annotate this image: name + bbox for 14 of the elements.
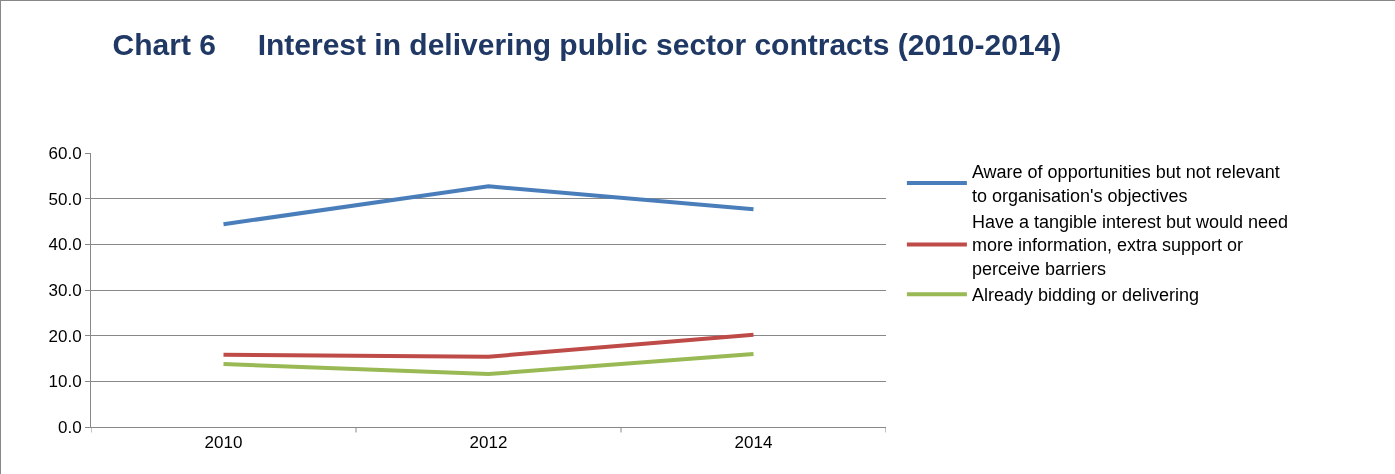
legend-label: Already bidding or delivering — [971, 285, 1200, 306]
y-tick-label: 0.0 — [57, 417, 82, 437]
y-tick-label: 20.0 — [48, 326, 82, 346]
y-tick-label: 40.0 — [48, 235, 82, 255]
y-tick-label: 50.0 — [48, 189, 82, 209]
x-tick-label: 2012 — [469, 433, 508, 453]
y-tick-label: 30.0 — [48, 280, 82, 300]
chart-title: Chart 6 Interest in delivering public sector contracts (2010-2014) — [112, 28, 1062, 62]
y-tick-label: 10.0 — [48, 372, 82, 392]
y-tick-label: 60.0 — [48, 143, 82, 163]
legend-label: Have a tangible interest but would need more information, extra support or perceive barriers — [971, 212, 1289, 279]
legend-label: Aware of opportunities but not relevant to organisation's objectives — [971, 162, 1280, 206]
x-tick-label: 2014 — [734, 433, 773, 453]
x-tick-label: 2010 — [204, 433, 243, 453]
